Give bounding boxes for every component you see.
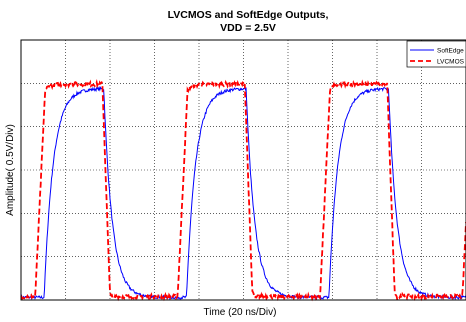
legend: SoftEdge LVCMOS: [406, 40, 466, 68]
x-axis-label: Time (20 ns/Div): [204, 307, 277, 318]
plot-frame: [20, 39, 466, 301]
legend-box: [406, 40, 466, 68]
series-lvcmos-line: [20, 78, 466, 303]
chart-subtitle: VDD = 2.5V: [220, 22, 276, 34]
legend-label-lvcmos: LVCMOS: [437, 59, 465, 66]
legend-label-softedge: SoftEdge: [437, 48, 464, 55]
y-axis-label: Amplitude( 0.5V/Div): [5, 124, 16, 216]
series-layer: [20, 78, 466, 303]
grid: [21, 40, 466, 300]
series-softedge-line: [20, 85, 466, 301]
chart-title: LVCMOS and SoftEdge Outputs,: [168, 9, 329, 21]
